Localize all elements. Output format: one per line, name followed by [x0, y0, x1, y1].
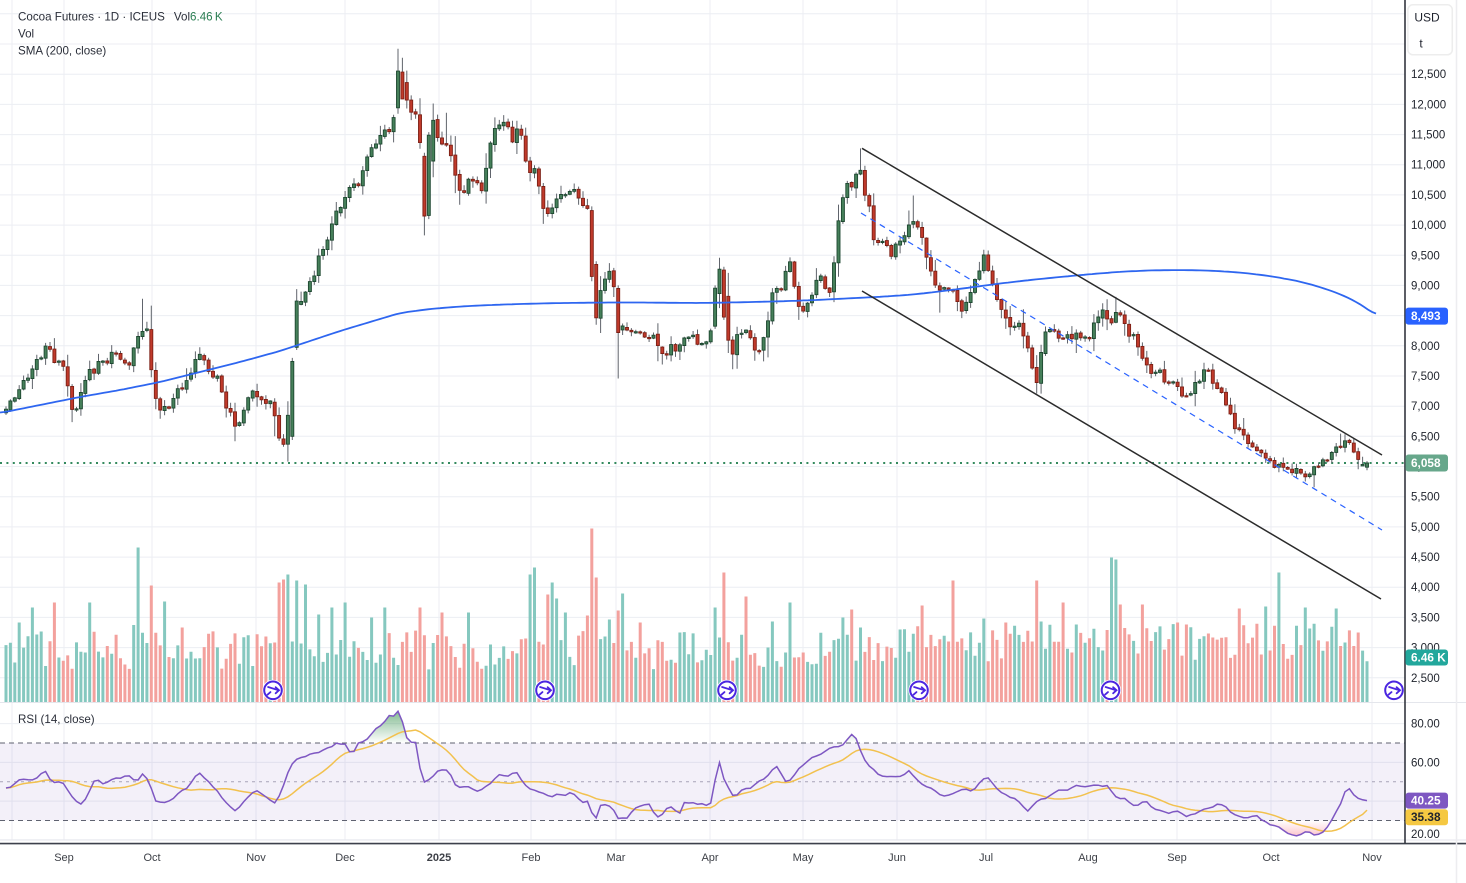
svg-text:10,500: 10,500 [1411, 190, 1446, 202]
svg-text:Sep: Sep [54, 852, 74, 864]
svg-text:7,500: 7,500 [1411, 371, 1440, 383]
svg-text:SMA (200, close): SMA (200, close) [18, 45, 106, 58]
svg-text:Oct: Oct [143, 852, 160, 864]
svg-text:Vol: Vol [18, 28, 34, 41]
svg-text:11,500: 11,500 [1411, 130, 1445, 142]
svg-text:12,000: 12,000 [1411, 99, 1446, 111]
svg-text:3,500: 3,500 [1411, 612, 1440, 624]
svg-text:Mar: Mar [607, 852, 626, 864]
svg-text:Aug: Aug [1078, 852, 1098, 864]
svg-text:4,000: 4,000 [1411, 582, 1440, 594]
svg-text:5,000: 5,000 [1411, 522, 1440, 534]
svg-text:8,493: 8,493 [1411, 309, 1441, 323]
svg-text:10,000: 10,000 [1411, 220, 1446, 232]
svg-text:t: t [1419, 37, 1423, 51]
svg-text:6,500: 6,500 [1411, 431, 1440, 443]
svg-text:4,500: 4,500 [1411, 552, 1440, 564]
svg-text:12,500: 12,500 [1411, 69, 1446, 81]
svg-text:9,000: 9,000 [1411, 280, 1440, 292]
svg-text:Nov: Nov [1362, 852, 1382, 864]
svg-text:Dec: Dec [335, 852, 355, 864]
svg-text:20.00: 20.00 [1411, 829, 1440, 841]
svg-text:5,500: 5,500 [1411, 492, 1440, 504]
svg-text:Apr: Apr [701, 852, 718, 864]
svg-text:Oct: Oct [1262, 852, 1279, 864]
svg-text:60.00: 60.00 [1411, 757, 1440, 769]
svg-text:6.46 K: 6.46 K [1411, 651, 1446, 665]
svg-text:6,058: 6,058 [1411, 456, 1441, 470]
svg-text:Feb: Feb [522, 852, 541, 864]
svg-text:2025: 2025 [427, 852, 451, 864]
svg-text:Jun: Jun [888, 852, 906, 864]
svg-text:80.00: 80.00 [1411, 719, 1440, 731]
svg-text:Cocoa Futures · 1D · ICEUS Vo: Cocoa Futures · 1D · ICEUS Vol6.46 K [18, 11, 223, 24]
svg-text:35.38: 35.38 [1411, 810, 1441, 824]
svg-text:9,500: 9,500 [1411, 250, 1440, 262]
svg-text:RSI (14, close): RSI (14, close) [18, 713, 95, 726]
svg-text:Nov: Nov [246, 852, 266, 864]
svg-text:40.25: 40.25 [1411, 794, 1441, 808]
svg-text:2,500: 2,500 [1411, 673, 1440, 685]
svg-text:Jul: Jul [979, 852, 993, 864]
svg-text:7,000: 7,000 [1411, 401, 1440, 413]
svg-text:8,000: 8,000 [1411, 341, 1440, 353]
svg-text:11,000: 11,000 [1411, 160, 1445, 172]
svg-text:Sep: Sep [1167, 852, 1187, 864]
svg-text:May: May [793, 852, 814, 864]
svg-text:USD: USD [1414, 11, 1440, 25]
